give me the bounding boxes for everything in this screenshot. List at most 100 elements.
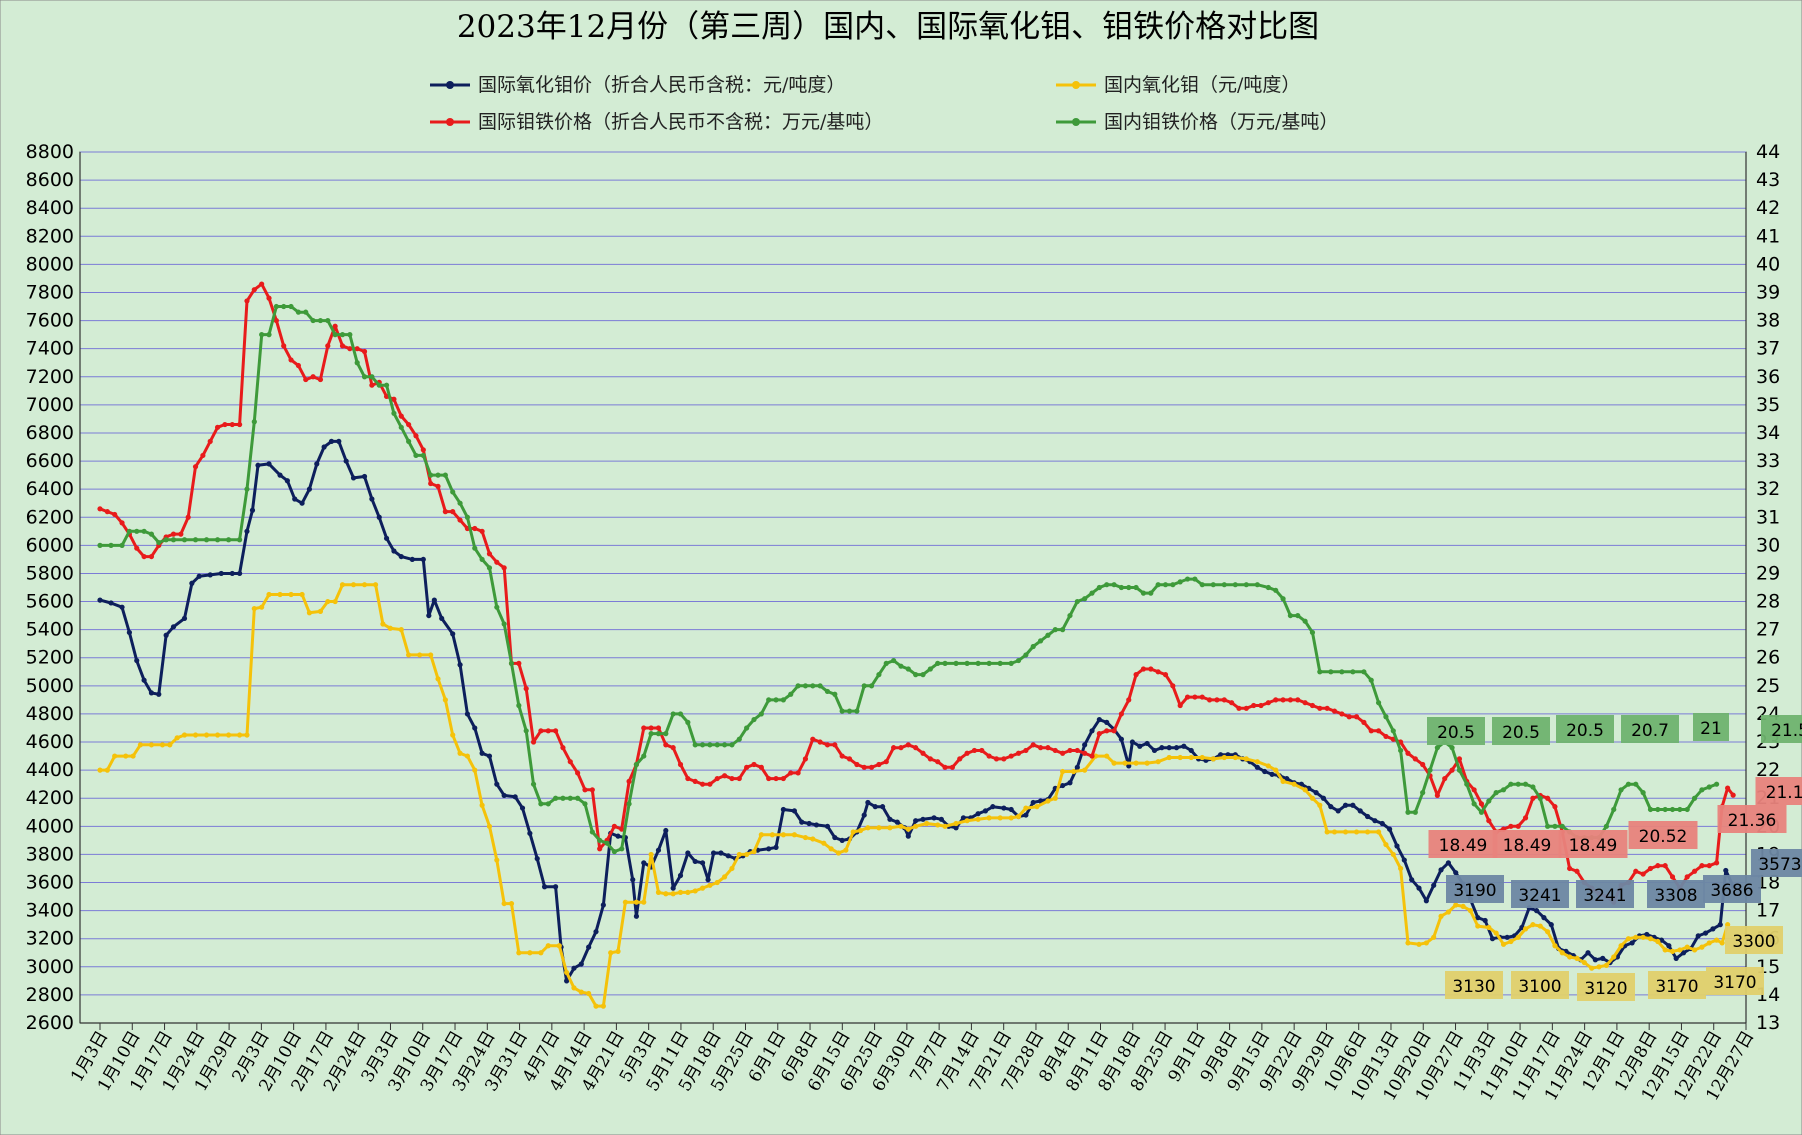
data-point [1427, 767, 1433, 773]
data-point [1339, 711, 1345, 717]
left-tick-label: 6800 [26, 422, 74, 444]
data-point [1339, 669, 1345, 675]
data-point [975, 660, 981, 666]
data-point [670, 745, 676, 751]
data-point [1434, 792, 1440, 799]
data-point [516, 702, 522, 709]
data-point [255, 462, 261, 468]
data-point [1030, 742, 1036, 748]
data-point [1533, 908, 1540, 914]
right-tick-label: 37 [1756, 338, 1780, 360]
data-point [472, 725, 478, 731]
data-point [97, 506, 103, 512]
data-point [314, 461, 320, 467]
data-point [1669, 874, 1676, 880]
data-point [1405, 809, 1411, 815]
data-point [1423, 940, 1429, 946]
data-point [1361, 719, 1367, 725]
data-point [1416, 941, 1422, 947]
data-point [1508, 823, 1514, 829]
data-point [1684, 806, 1690, 813]
data-point [126, 528, 132, 534]
data-point [442, 509, 448, 515]
data-label-box [1706, 967, 1764, 995]
data-point [655, 725, 662, 731]
data-point [619, 826, 625, 832]
data-point [589, 829, 595, 835]
data-point [1199, 694, 1205, 700]
data-point [1273, 767, 1279, 773]
data-point [802, 834, 809, 841]
data-point [1387, 826, 1393, 832]
left-tick-label: 5200 [26, 647, 74, 669]
data-point [608, 950, 614, 956]
data-point [538, 950, 544, 956]
data-point [986, 660, 992, 666]
series-path [100, 583, 1730, 1008]
data-point [1640, 934, 1646, 940]
data-point [1589, 965, 1595, 971]
data-point [361, 582, 368, 588]
data-point [244, 298, 250, 304]
data-label-box [1492, 717, 1550, 745]
data-point [325, 317, 331, 324]
data-point [237, 421, 243, 428]
legend-swatch-marker [1072, 81, 1080, 89]
data-point [1574, 868, 1580, 874]
data-point [641, 860, 647, 866]
data-point [431, 597, 437, 603]
data-point [354, 360, 360, 366]
data-point [534, 856, 540, 862]
data-point [887, 816, 893, 822]
right-tick-label: 29 [1756, 562, 1780, 584]
data-point [648, 851, 654, 858]
data-point [600, 902, 606, 908]
data-point [174, 735, 180, 741]
data-point [413, 452, 419, 459]
data-label-box [1621, 715, 1679, 743]
data-point [1350, 669, 1356, 675]
data-point [1265, 700, 1271, 706]
data-point [1383, 714, 1389, 720]
data-point [398, 627, 404, 633]
data-point [1206, 697, 1213, 703]
data-point [1023, 812, 1029, 818]
data-point [317, 317, 324, 324]
data-point [1453, 870, 1459, 876]
data-point [766, 775, 772, 782]
data-point [1166, 745, 1172, 751]
data-point [126, 629, 132, 636]
legend-swatch-marker [446, 118, 454, 126]
data-point [1662, 863, 1668, 869]
data-point [203, 732, 210, 738]
data-point [1188, 747, 1194, 754]
data-point [1324, 829, 1330, 835]
data-point [1137, 743, 1143, 749]
data-point [119, 542, 125, 548]
data-point [1493, 790, 1499, 796]
data-point [832, 742, 838, 748]
data-point [163, 537, 169, 543]
data-point [1710, 926, 1716, 932]
data-label: 3130 [1445, 971, 1503, 999]
data-point [769, 832, 775, 838]
data-point [986, 815, 992, 821]
data-point [1552, 804, 1558, 810]
data-point [707, 742, 713, 748]
data-point [1500, 787, 1507, 793]
data-point [905, 826, 911, 832]
data-point [927, 666, 933, 672]
data-point [486, 551, 493, 557]
data-point [729, 742, 735, 748]
left-tick-label: 7400 [26, 338, 74, 360]
data-point [1089, 728, 1095, 734]
data-point [1486, 818, 1492, 824]
data-point [1730, 792, 1736, 798]
data-point [1284, 775, 1290, 782]
data-point [450, 732, 456, 738]
data-point [1537, 923, 1543, 929]
data-point [1530, 795, 1536, 801]
data-point [898, 823, 904, 829]
data-point [868, 764, 875, 770]
data-point [1177, 754, 1183, 761]
